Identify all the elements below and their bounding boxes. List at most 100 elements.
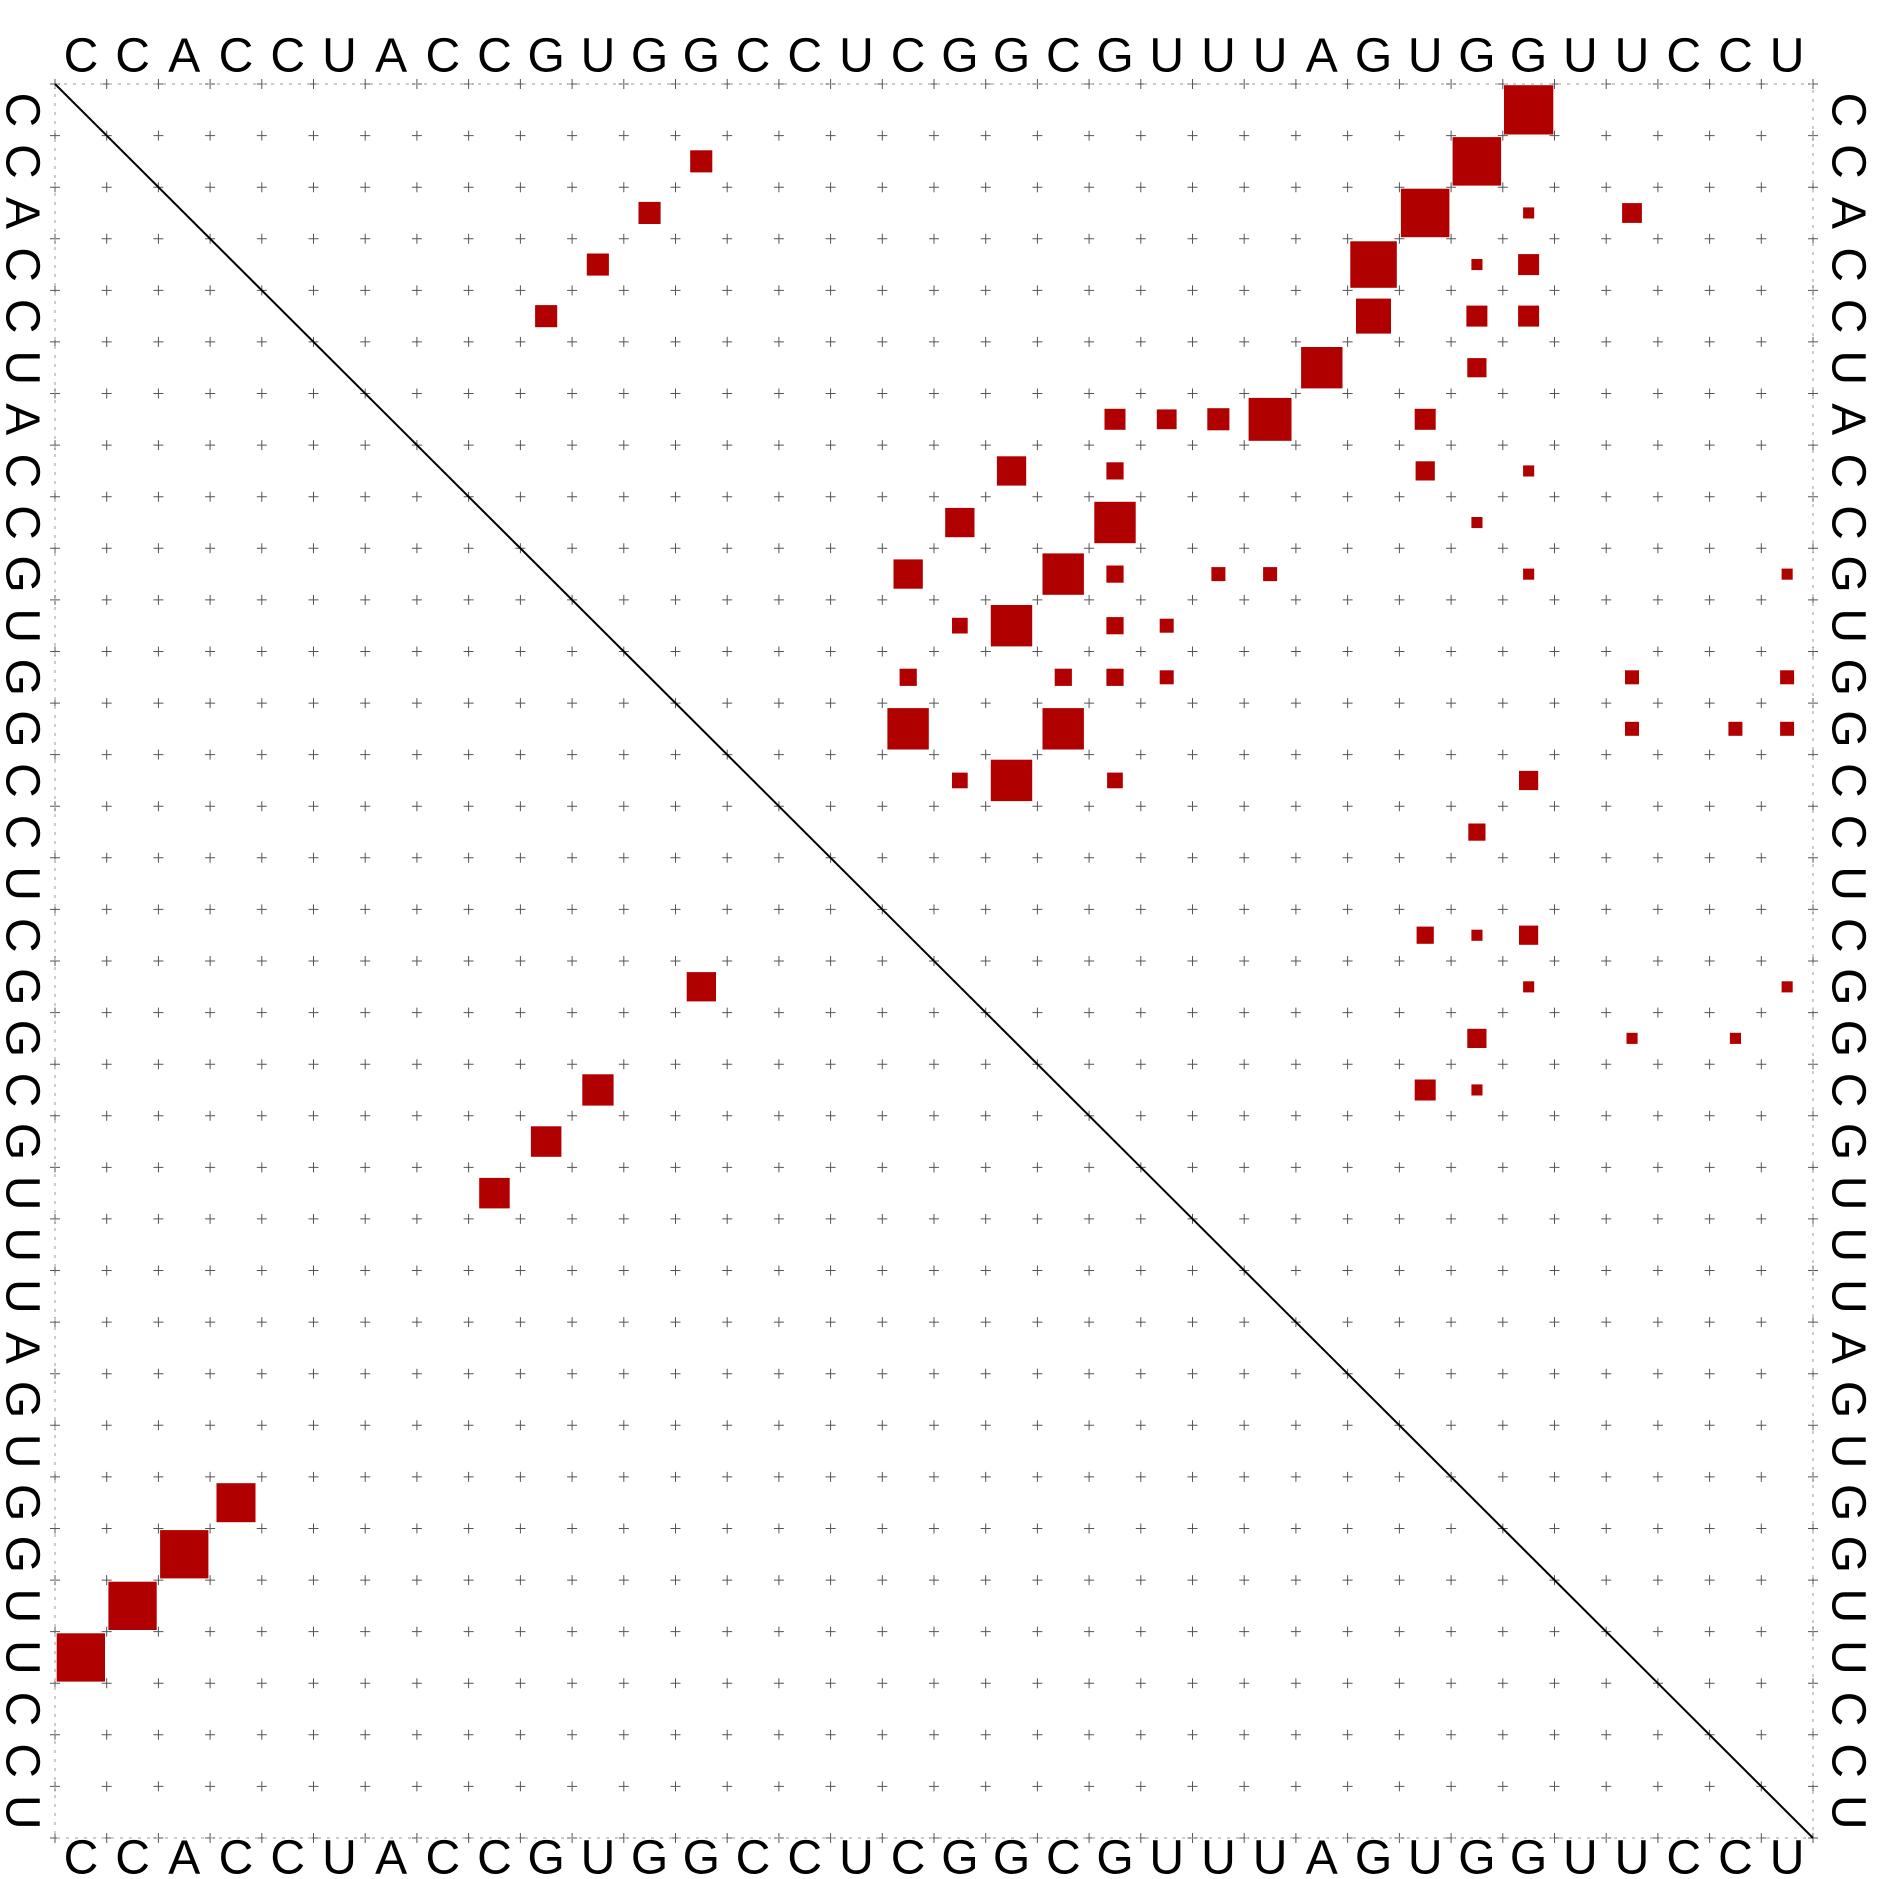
left-nucleotide-label: G [0, 968, 49, 1005]
mfe-pair-square-28-2 [160, 1530, 209, 1579]
right-nucleotide-label: U [1822, 1589, 1875, 1624]
right-nucleotide-label: A [1822, 403, 1875, 435]
right-nucleotide-label: G [1822, 1123, 1875, 1160]
pair-prob-square-13-18 [990, 759, 1033, 802]
pair-prob-square-18-32 [1729, 1032, 1741, 1044]
pair-prob-square-16-28 [1519, 925, 1539, 945]
pair-prob-square-17-33 [1781, 981, 1793, 993]
pair-prob-square-19-26 [1414, 1079, 1436, 1101]
right-nucleotide-label: C [1822, 454, 1875, 489]
right-nucleotide-label: C [1822, 918, 1875, 953]
right-nucleotide-label: A [1822, 197, 1875, 229]
top-nucleotide-label: U [1201, 30, 1236, 83]
right-nucleotide-label: U [1822, 1795, 1875, 1830]
top-nucleotide-label: C [1666, 30, 1701, 83]
frame-border [54, 83, 1814, 1839]
pair-prob-square-14-27 [1468, 823, 1486, 841]
pair-prob-square-1-27 [1452, 137, 1502, 186]
pair-prob-square-7-26 [1415, 461, 1435, 481]
right-nucleotide-label: U [1822, 1434, 1875, 1469]
bottom-nucleotide-label: U [581, 1832, 616, 1879]
right-nucleotide-label: G [1822, 1020, 1875, 1057]
bottom-nucleotide-label: U [1770, 1832, 1805, 1879]
bottom-nucleotide-label: C [115, 1832, 150, 1879]
bottom-nucleotide-label: G [941, 1832, 978, 1879]
right-nucleotide-label: U [1822, 350, 1875, 385]
bottom-nucleotide-label: U [1253, 1832, 1288, 1879]
right-nucleotide-label: U [1822, 1640, 1875, 1675]
right-nucleotide-label: C [1822, 815, 1875, 850]
bottom-nucleotide-label: C [1718, 1832, 1753, 1879]
bottom-nucleotide-label: C [425, 1832, 460, 1879]
pair-prob-square-12-32 [1728, 721, 1743, 736]
pair-prob-square-6-20 [1104, 408, 1126, 430]
bottom-nucleotide-label: C [787, 1832, 822, 1879]
pair-prob-square-6-26 [1414, 408, 1436, 430]
pair-prob-square-8-17 [945, 507, 975, 538]
plot-frame [54, 83, 1814, 1839]
left-nucleotide-label: G [0, 1536, 49, 1573]
left-nucleotide-label: C [0, 1073, 49, 1108]
pair-prob-square-6-23 [1248, 397, 1292, 441]
left-nucleotide-label: G [0, 710, 49, 747]
bottom-nucleotide-label: G [528, 1832, 565, 1879]
right-nucleotide-label: C [1822, 505, 1875, 540]
bottom-nucleotide-label: C [891, 1832, 926, 1879]
pair-prob-square-2-30 [1622, 203, 1642, 223]
bottom-nucleotide-label: G [631, 1832, 668, 1879]
bottom-nucleotide-label: U [1149, 1832, 1184, 1879]
bottom-nucleotide-label: C [1046, 1832, 1081, 1879]
pair-prob-square-7-18 [996, 456, 1027, 486]
mfe-pair-square-17-12 [686, 972, 716, 1002]
left-nucleotide-label: G [0, 1484, 49, 1521]
pair-prob-square-6-22 [1207, 408, 1230, 431]
pair-prob-square-6-21 [1156, 409, 1177, 430]
pair-prob-square-11-21 [1159, 670, 1174, 685]
right-nucleotide-label: G [1822, 1381, 1875, 1418]
left-nucleotide-label: C [0, 918, 49, 953]
pair-prob-square-13-17 [952, 772, 968, 789]
left-nucleotide-label: U [0, 866, 49, 901]
right-nucleotide-label: C [1822, 763, 1875, 798]
bottom-nucleotide-label: G [1510, 1832, 1547, 1879]
mfe-pair-square-29-1 [108, 1581, 157, 1630]
pair-prob-square-5-24 [1301, 347, 1343, 389]
pair-prob-square-9-28 [1523, 568, 1535, 580]
top-nucleotide-label: U [1408, 30, 1443, 83]
lower-triangle-pairs [56, 972, 716, 1682]
pair-prob-square-10-18 [990, 605, 1033, 647]
pair-prob-square-2-26 [1400, 188, 1450, 238]
right-nucleotide-label: U [1822, 1279, 1875, 1314]
top-nucleotide-label: C [64, 30, 99, 83]
top-nucleotide-label: C [1718, 30, 1753, 83]
pair-prob-square-3-28 [1518, 254, 1540, 276]
top-nucleotide-label: U [1770, 30, 1805, 83]
bottom-nucleotide-label: C [477, 1832, 512, 1879]
pair-prob-square-8-27 [1471, 517, 1483, 529]
top-nucleotide-label: C [1046, 30, 1081, 83]
pair-prob-square-10-21 [1159, 618, 1174, 633]
pair-prob-square-12-30 [1625, 721, 1639, 736]
pair-prob-square-7-28 [1523, 465, 1535, 477]
pair-prob-square-18-30 [1626, 1032, 1638, 1044]
top-nucleotide-label: C [787, 30, 822, 83]
right-nucleotide-label: U [1822, 866, 1875, 901]
top-nucleotide-label: G [1458, 30, 1495, 83]
bottom-nucleotide-label: G [1355, 1832, 1392, 1879]
bottom-nucleotide-label: A [1306, 1832, 1338, 1879]
right-nucleotide-label: G [1822, 555, 1875, 592]
top-nucleotide-label: C [891, 30, 926, 83]
pair-prob-square-4-25 [1356, 298, 1391, 334]
left-nucleotide-label: A [0, 197, 49, 229]
top-nucleotide-label: G [941, 30, 978, 83]
left-nucleotide-label: C [0, 454, 49, 489]
right-nucleotide-label: C [1822, 144, 1875, 179]
top-nucleotide-label: A [168, 30, 200, 83]
bottom-nucleotide-label: G [993, 1832, 1030, 1879]
top-nucleotide-label: U [581, 30, 616, 83]
right-nucleotide-label: C [1822, 1743, 1875, 1778]
bottom-nucleotide-label: U [322, 1832, 357, 1879]
right-nucleotide-label: C [1822, 247, 1875, 282]
